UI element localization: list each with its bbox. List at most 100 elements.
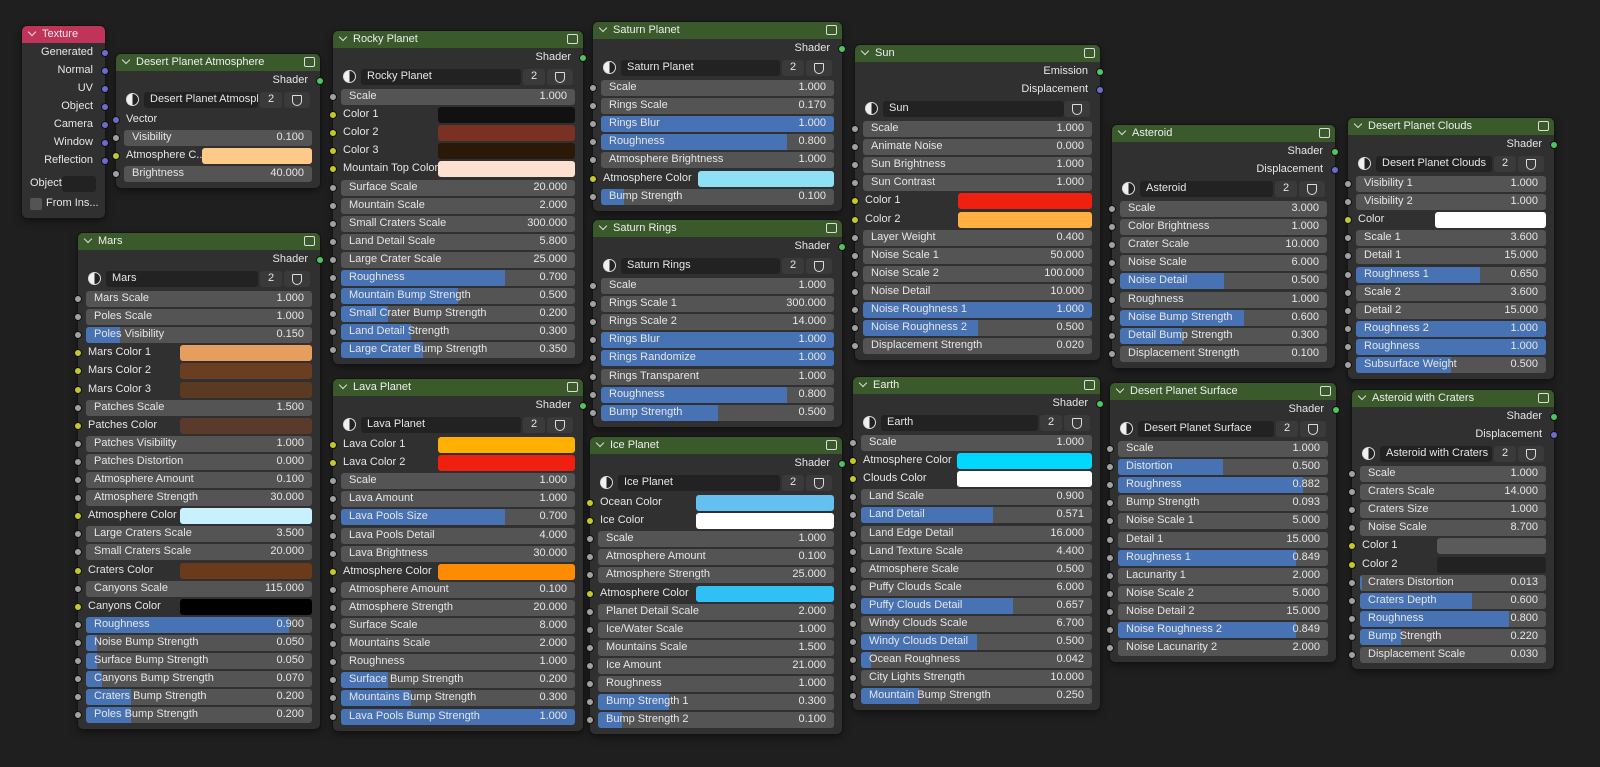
input-socket[interactable] [1348,506,1356,515]
user-count[interactable]: 2 [523,417,545,433]
input-socket[interactable] [329,676,337,685]
value-field[interactable]: Small Craters Scale 20.000 [86,544,312,561]
input-socket[interactable] [329,328,337,337]
factor-slider[interactable]: Surface Bump Strength 0.200 [341,672,575,689]
output-socket[interactable] [838,460,846,468]
factor-slider[interactable]: Roughness 0.800 [1360,610,1546,627]
factor-slider[interactable]: Bump Strength 1 0.300 [598,694,834,711]
user-count[interactable]: 2 [782,475,804,491]
node[interactable]: Asteroid Shader Displacement Asteroid 2 Scale… [1108,125,1339,368]
value-field[interactable]: Visibility 2 1.000 [1356,194,1546,211]
input-socket[interactable] [1348,614,1356,623]
input-socket[interactable] [329,201,337,210]
factor-slider[interactable]: Bump Strength 0.100 [601,188,834,205]
datablock-icon[interactable] [863,416,876,429]
input-socket[interactable] [851,287,859,296]
input-socket[interactable] [329,622,337,630]
datablock-icon[interactable] [126,93,139,106]
input-socket[interactable] [74,295,82,303]
value-field[interactable]: Noise Scale 1 5.000 [1118,513,1328,530]
node[interactable]: Lava Planet Shader Lava Planet 2 Lava Color … [329,379,587,731]
value-field[interactable]: Craters Size 1.000 [1360,502,1546,519]
color-swatch[interactable] [180,508,312,525]
value-field[interactable]: Atmosphere Strength 25.000 [598,567,834,584]
value-field[interactable]: Ice Amount 21.000 [598,657,834,674]
value-field[interactable]: Scale 1.000 [341,473,575,490]
input-socket[interactable] [851,342,859,351]
value-field[interactable]: Roughness 1.000 [1120,291,1327,308]
input-socket[interactable] [329,274,337,282]
value-field[interactable]: Puffy Clouds Scale 6.000 [861,579,1092,596]
input-socket[interactable] [851,324,859,333]
input-socket[interactable] [74,494,82,503]
output-socket[interactable] [1550,141,1558,149]
factor-slider[interactable]: Craters Distortion 0.013 [1360,574,1546,591]
fake-user-shield[interactable] [806,475,832,491]
datablock-icon[interactable] [1122,182,1135,195]
input-socket[interactable] [329,459,337,468]
input-socket[interactable] [851,251,859,260]
value-field[interactable]: Scale 3.000 [1120,201,1327,217]
factor-slider[interactable]: Land Detail 0.571 [861,507,1092,524]
node[interactable]: Saturn Planet Shader Saturn Planet 2 Scale 1.… [589,22,846,211]
value-field[interactable]: Canyons Scale 115.000 [86,580,312,597]
input-socket[interactable] [849,457,857,466]
collapse-icon[interactable] [1117,126,1127,136]
value-field[interactable]: Lacunarity 1 2.000 [1118,567,1328,584]
value-field[interactable]: Displacement Strength 0.020 [863,338,1092,355]
input-socket[interactable] [1348,488,1356,497]
input-socket[interactable] [589,84,597,92]
input-socket[interactable] [589,192,597,201]
input-socket[interactable] [1344,306,1352,315]
value-field[interactable]: Mountain Scale 2.000 [341,197,575,214]
output-socket[interactable] [579,402,587,410]
input-socket[interactable] [589,354,597,363]
input-socket[interactable] [851,125,859,133]
input-socket[interactable] [1348,542,1356,551]
datablock-name[interactable]: Desert Planet Atmosphere [144,92,258,108]
value-field[interactable]: Patches Scale 1.500 [86,399,312,416]
input-socket[interactable] [329,93,337,101]
user-count[interactable]: 2 [1275,181,1297,197]
input-socket[interactable] [329,712,337,721]
node[interactable]: Sun Emission Displacement Sun Scale 1.000 Anim… [851,45,1104,361]
input-socket[interactable] [586,716,594,725]
value-field[interactable]: Rings Scale 2 14.000 [601,314,834,331]
input-socket[interactable] [1106,607,1114,616]
factor-slider[interactable]: Mountain Bump Strength 0.250 [861,688,1092,705]
value-field[interactable]: Scale 1.000 [598,531,834,548]
datablock-name[interactable]: Desert Planet Clouds [1376,156,1492,172]
color-swatch[interactable] [696,495,834,511]
color-swatch[interactable] [438,143,575,160]
input-socket[interactable] [1348,578,1356,587]
input-socket[interactable] [586,589,594,598]
input-socket[interactable] [1108,331,1116,340]
factor-slider[interactable]: Roughness 1.000 [1356,338,1546,355]
factor-slider[interactable]: Small Crater Bump Strength 0.200 [341,306,575,323]
input-socket[interactable] [329,495,337,504]
input-socket[interactable] [1108,313,1116,322]
input-socket[interactable] [1344,180,1352,188]
color-swatch[interactable] [1437,538,1546,555]
input-socket[interactable] [851,197,859,206]
fake-user-shield[interactable] [284,92,310,108]
input-socket[interactable] [329,441,337,449]
value-field[interactable]: Visibility 1 1.000 [1356,176,1546,192]
output-socket[interactable] [101,157,109,165]
value-field[interactable]: Animate Noise 0.000 [863,139,1092,156]
value-field[interactable]: Lava Brightness 30.000 [341,545,575,562]
datablock-icon[interactable] [1120,422,1133,435]
input-socket[interactable] [589,372,597,381]
input-socket[interactable] [74,476,82,484]
value-field[interactable]: Lava Amount 1.000 [341,491,575,508]
object-field[interactable] [62,176,96,192]
input-socket[interactable] [1106,553,1114,562]
value-field[interactable]: Rings Transparent 1.000 [601,368,834,385]
input-socket[interactable] [1344,288,1352,297]
value-field[interactable]: Mars Scale 1.000 [86,291,312,307]
input-socket[interactable] [1348,596,1356,605]
input-socket[interactable] [74,620,82,629]
value-field[interactable]: Brightness 40.000 [124,166,312,183]
factor-slider[interactable]: Rings Blur 1.000 [601,332,834,349]
datablock-name[interactable]: Asteroid [1140,181,1273,197]
